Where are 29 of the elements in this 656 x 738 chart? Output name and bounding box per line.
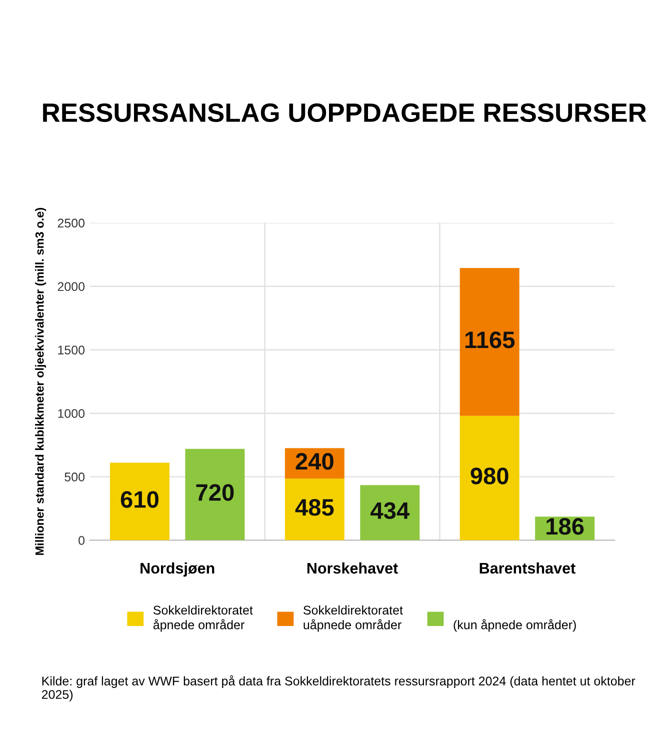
data-label: 485 [295, 499, 334, 516]
y-tick-label: 2500 [58, 218, 85, 228]
y-axis-title: Millioner standard kubikkmeter oljeekvivalenter (mill. sm3 o.e) [35, 208, 46, 555]
data-label: 240 [296, 453, 334, 470]
data-label: 720 [196, 484, 234, 501]
y-tick-label: 2000 [58, 282, 85, 291]
legend-label: (kun åpnede områder) [454, 619, 576, 632]
data-label: 610 [120, 491, 158, 508]
bar [284, 478, 344, 540]
bar [110, 462, 170, 540]
y-tick-label: 0 [78, 536, 85, 545]
bar [360, 485, 420, 540]
text: Nordsjøen [140, 562, 214, 577]
text: Norskehavet [307, 562, 398, 574]
text: Kilde: graf laget av WWF basert på data fra Sokkeldirektoratets ressursrapport 2024 (data hentet ut oktober 2025) [42, 675, 636, 702]
data-label: 980 [470, 468, 508, 484]
legend-label: Sokkeldirektoratet åpnede områder [153, 605, 253, 632]
chart-title: RESSURSANSLAG UOPPDAGEDE RESSURSER [43, 103, 646, 122]
data-label: 434 [370, 502, 410, 520]
bar [185, 448, 245, 540]
y-tick-label: 500 [64, 472, 85, 482]
data-label: 186 [546, 518, 584, 535]
text: Barentshavet [480, 562, 576, 574]
y-tick-label: 1000 [58, 409, 85, 418]
data-label: 1165 [465, 331, 515, 348]
legend-label: Sokkeldirektoratet uåpnede områder [304, 605, 403, 632]
bar [460, 268, 520, 416]
bar [460, 416, 520, 540]
y-tick-label: 1500 [58, 346, 85, 354]
